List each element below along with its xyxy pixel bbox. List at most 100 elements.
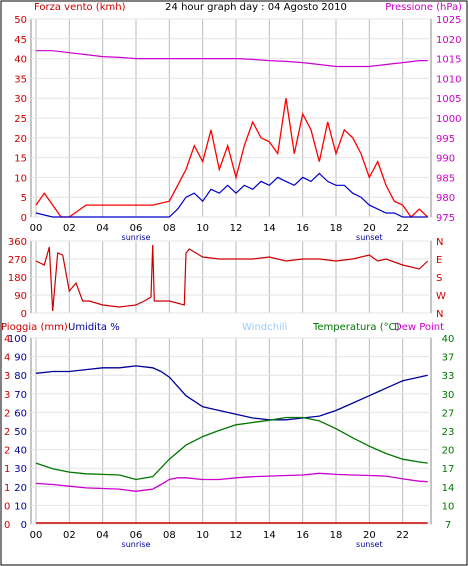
- pressure-axis-label: Pressione (hPa): [385, 2, 462, 13]
- x-tick-label: 16: [296, 223, 309, 234]
- pressure-tick-label: 990: [436, 154, 455, 165]
- dewpoint-line: [35, 472, 428, 492]
- temperature-line: [35, 416, 428, 481]
- pressure-tick-label: 980: [436, 193, 455, 204]
- x-tick-label: 14: [263, 530, 276, 541]
- wind-gust-line: [35, 98, 429, 218]
- direction-tick-label: 180: [8, 273, 27, 284]
- x-tick-label: 08: [163, 530, 176, 541]
- pressure-line: [36, 50, 428, 68]
- pressure-tick-label: 985: [436, 173, 455, 184]
- rain-tick-label: 0: [4, 520, 10, 531]
- x-tick-label: 02: [63, 223, 76, 234]
- humidity-tick-label: 90: [14, 353, 27, 364]
- humidity-tick-label: 40: [14, 446, 27, 457]
- compass-tick-label: S: [436, 273, 442, 284]
- x-tick-label: 22: [396, 223, 409, 234]
- x-tick-label: 10: [196, 530, 209, 541]
- humidity-tick-label: 0: [21, 520, 27, 531]
- wind-pressure-panel: 00 02 04 06 08 10 12 14 16 18 20 22 sunrise sunset 0 5 1…: [14, 15, 461, 242]
- pressure-tick-label: 1025: [436, 15, 461, 26]
- humidity-axis-label: Umidita %: [68, 322, 120, 333]
- x-tick-label: 20: [363, 223, 376, 234]
- pressure-tick-label: 1000: [436, 114, 461, 125]
- x-tick-label: 18: [330, 530, 343, 541]
- pressure-tick-label: 995: [436, 134, 455, 145]
- humidity-line: [35, 365, 428, 421]
- temperature-tick-label: 7: [445, 520, 451, 531]
- x-tick-label: 16: [296, 530, 309, 541]
- wind-tick-label: 15: [14, 154, 27, 165]
- x-tick-label: 04: [96, 530, 109, 541]
- rain-tick-label: 3: [4, 371, 10, 382]
- sun-marker-label: sunrise: [122, 233, 151, 242]
- windchill-label: Windchill: [242, 322, 287, 333]
- compass-tick-label: N: [436, 237, 443, 248]
- rain-tick-label: 4: [4, 353, 10, 364]
- humidity-tick-label: 80: [14, 371, 27, 382]
- rain-tick-label: 2: [4, 427, 10, 438]
- wind-tick-label: 10: [14, 173, 27, 184]
- sun-marker-label: sunset: [356, 540, 383, 549]
- chart-title: 24 hour graph day : 04 Agosto 2010: [165, 2, 347, 13]
- x-tick-label: 12: [230, 530, 243, 541]
- temperature-tick-label: 23: [442, 427, 455, 438]
- x-tick-label: 10: [196, 223, 209, 234]
- x-tick-label: 08: [163, 223, 176, 234]
- temperature-tick-label: 40: [442, 334, 455, 345]
- dewpoint-label: Dew Point: [394, 322, 444, 333]
- temperature-tick-label: 20: [442, 446, 455, 457]
- direction-tick-label: 360: [8, 237, 27, 248]
- compass-tick-label: E: [436, 255, 442, 266]
- x-tick-label: 06: [130, 223, 143, 234]
- wind-tick-label: 30: [14, 94, 27, 105]
- x-tick-label: 00: [30, 223, 43, 234]
- compass-tick-label: N: [436, 309, 443, 320]
- x-tick-label: 00: [30, 530, 43, 541]
- temperature-axis-label: Temperatura (°C): [312, 322, 400, 333]
- wind-direction-line: [35, 244, 429, 312]
- humidity-tick-label: 10: [14, 501, 27, 512]
- pressure-tick-label: 1005: [436, 94, 461, 105]
- wind-tick-label: 0: [21, 213, 27, 224]
- pressure-tick-label: 1020: [436, 35, 461, 46]
- wind-tick-label: 45: [14, 35, 27, 46]
- rain-tick-label: 4: [4, 334, 10, 345]
- temperature-tick-label: 17: [442, 464, 455, 475]
- humidity-tick-label: 50: [14, 427, 27, 438]
- humidity-tick-label: 30: [14, 464, 27, 475]
- compass-tick-label: W: [436, 291, 446, 302]
- wind-speed-line: [35, 172, 428, 218]
- x-tick-label: 06: [130, 530, 143, 541]
- direction-tick-label: 0: [21, 309, 27, 320]
- x-tick-label: 02: [63, 530, 76, 541]
- sun-marker-label: sunset: [356, 233, 383, 242]
- rain-tick-label: 1: [4, 464, 10, 475]
- humidity-tick-label: 20: [14, 483, 27, 494]
- wind-tick-label: 5: [21, 193, 27, 204]
- wind-tick-label: 25: [14, 114, 27, 125]
- humidity-tick-label: 100: [8, 334, 27, 345]
- temperature-tick-label: 10: [442, 501, 455, 512]
- wind-axis-label: Forza vento (kmh): [34, 2, 126, 13]
- temperature-tick-label: 27: [442, 408, 455, 419]
- direction-tick-label: 90: [14, 291, 27, 302]
- pressure-tick-label: 1010: [436, 74, 461, 85]
- x-tick-label: 12: [230, 223, 243, 234]
- x-tick-label: 22: [396, 530, 409, 541]
- rain-tick-label: 3: [4, 390, 10, 401]
- pressure-tick-label: 1015: [436, 55, 461, 66]
- wind-tick-label: 40: [14, 55, 27, 66]
- wind-tick-label: 35: [14, 74, 27, 85]
- rain-tick-label: 1: [4, 483, 10, 494]
- wind-tick-label: 50: [14, 15, 27, 26]
- rain-axis-label: Pioggia (mm): [1, 322, 68, 333]
- temperature-tick-label: 37: [442, 353, 455, 364]
- x-tick-label: 18: [330, 223, 343, 234]
- temperature-tick-label: 33: [442, 371, 455, 382]
- rain-tick-label: 2: [4, 446, 10, 457]
- pressure-tick-label: 975: [436, 213, 455, 224]
